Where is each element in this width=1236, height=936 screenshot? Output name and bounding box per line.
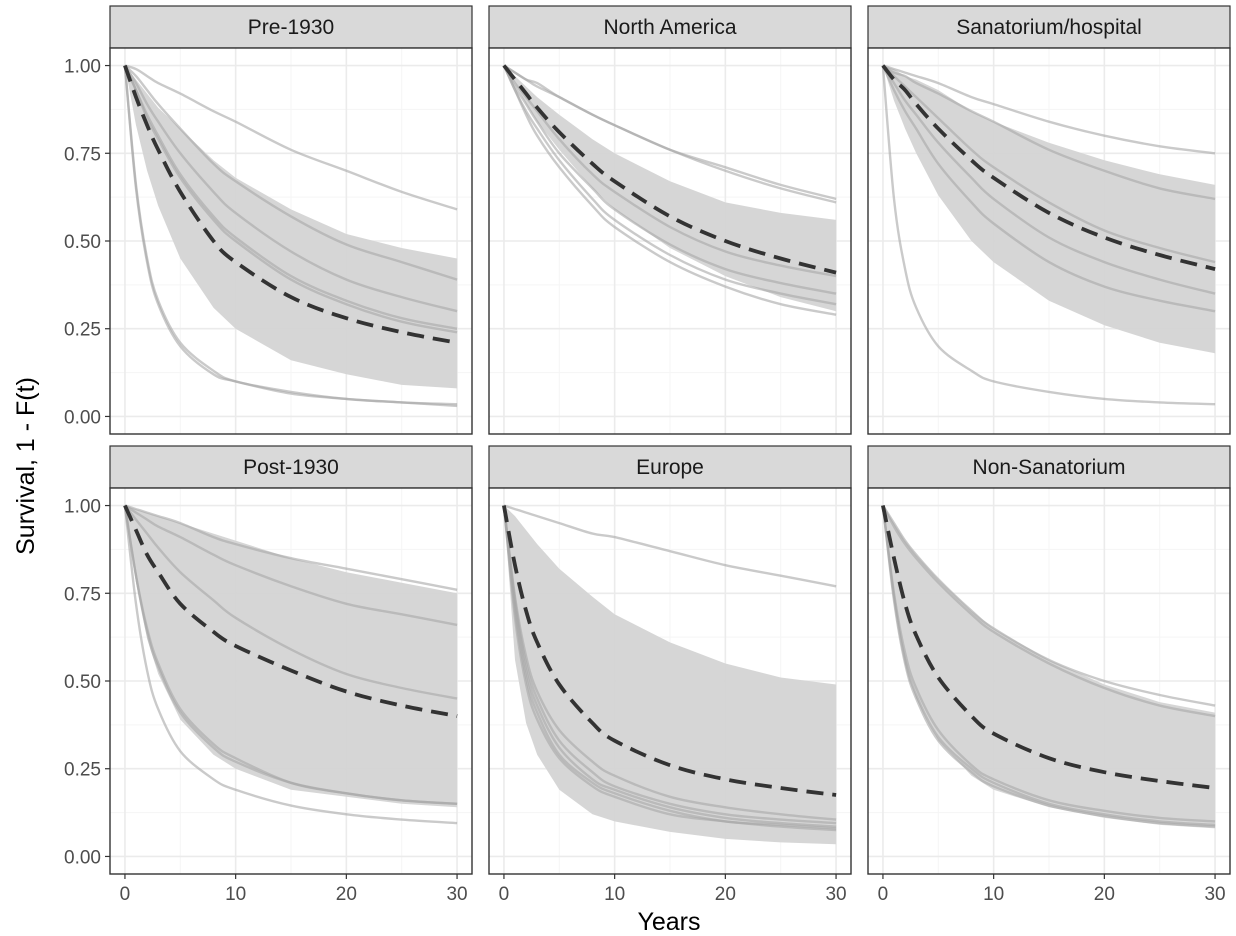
study-survival-curve <box>882 64 1216 201</box>
x-tick-label: 20 <box>1094 884 1115 905</box>
pooled-survival-curve <box>502 64 837 275</box>
confidence-ribbon <box>503 505 837 845</box>
y-tick-label: 0.25 <box>64 320 101 341</box>
x-tick-label: 20 <box>336 884 357 905</box>
y-tick-label: 1.00 <box>64 497 101 518</box>
x-tick-label: 10 <box>225 884 246 905</box>
x-tick-label: 0 <box>878 884 889 905</box>
y-tick-label: 0.25 <box>64 760 101 781</box>
x-tick-label: 10 <box>983 884 1004 905</box>
confidence-ribbon <box>124 505 458 808</box>
y-tick-label: 0.50 <box>64 232 101 253</box>
x-tick-label: 20 <box>715 884 736 905</box>
facet-strip-label: Post-1930 <box>243 456 339 479</box>
facet-panel: Sanatorium/hospital <box>867 5 1231 435</box>
panel-border <box>867 47 1231 435</box>
x-tick-label: 30 <box>1204 884 1225 905</box>
facet-panel: Post-1930 0.00 0.25 0.50 0.75 1.00 0 10 20 30 <box>64 445 473 905</box>
pooled-survival-curve <box>881 64 1216 271</box>
facet-strip <box>867 5 1231 49</box>
study-survival-curve <box>124 504 458 591</box>
y-tick-label: 0.75 <box>64 584 101 605</box>
facet-strip <box>488 445 852 489</box>
facet-strip-label: Europe <box>636 456 704 479</box>
study-survival-curve <box>502 505 837 832</box>
facet-strip <box>109 445 473 489</box>
plot-area <box>110 488 472 874</box>
x-tick-label: 0 <box>499 884 510 905</box>
facet-panel: Europe 0 10 20 30 <box>488 445 852 905</box>
study-survival-curve <box>881 504 1216 707</box>
study-survival-curve <box>881 65 1216 406</box>
pooled-survival-curve <box>881 505 1216 790</box>
x-tick-label: 30 <box>446 884 467 905</box>
study-survival-curve <box>123 505 458 825</box>
facet-panel: Pre-1930 0.00 0.25 0.50 0.75 1.00 <box>64 5 473 435</box>
study-survival-curve <box>123 64 458 334</box>
x-tick-label: 30 <box>825 884 846 905</box>
plot-area <box>489 48 851 434</box>
study-survival-curve <box>503 504 837 588</box>
plot-area <box>110 48 472 434</box>
plot-area <box>868 488 1230 874</box>
facet-panels: Pre-1930 0.00 0.25 0.50 0.75 1.00 North Americ… <box>64 5 1231 905</box>
facet-strip-label: North America <box>603 16 736 39</box>
plot-area <box>489 488 851 874</box>
plot-area <box>868 48 1230 434</box>
study-survival-curve <box>881 505 1216 828</box>
confidence-ribbon <box>882 65 1216 354</box>
y-tick-label: 0.00 <box>64 847 101 868</box>
panel-border <box>488 487 852 875</box>
study-survival-curve <box>881 64 1216 295</box>
facet-panel: North America <box>488 5 852 435</box>
y-tick-label: 1.00 <box>64 57 101 78</box>
facet-strip <box>488 5 852 49</box>
study-survival-curve <box>124 64 458 211</box>
panel-border <box>867 487 1231 875</box>
study-survival-curve <box>881 64 1216 313</box>
study-survival-curve <box>882 64 1216 155</box>
study-survival-curve <box>124 64 458 281</box>
y-tick-label: 0.50 <box>64 672 101 693</box>
study-survival-curve <box>123 65 458 406</box>
x-axis-title: Years <box>637 908 700 936</box>
facet-strip <box>867 445 1231 489</box>
facet-strip-label: Pre-1930 <box>248 16 334 39</box>
pooled-survival-curve <box>123 64 458 345</box>
x-tick-label: 10 <box>604 884 625 905</box>
confidence-ribbon <box>882 505 1216 829</box>
facet-strip-label: Non-Sanatorium <box>973 456 1126 479</box>
study-survival-curve <box>123 505 458 805</box>
y-axis-title: Survival, 1 - F(t) <box>12 377 40 555</box>
facet-panel: Non-Sanatorium 0 10 20 30 <box>867 445 1231 905</box>
study-survival-curve <box>124 504 458 627</box>
study-survival-curve <box>502 505 837 821</box>
y-tick-label: 0.75 <box>64 144 101 165</box>
confidence-ribbon <box>124 65 458 389</box>
facet-strip <box>109 5 473 49</box>
y-tick-label: 0.00 <box>64 407 101 428</box>
study-survival-curve <box>123 64 458 313</box>
study-survival-curve <box>503 64 837 201</box>
study-survival-curve <box>881 504 1216 718</box>
study-survival-curve <box>502 64 837 278</box>
study-survival-curve <box>502 64 837 295</box>
x-tick-label: 0 <box>120 884 131 905</box>
pooled-survival-curve <box>123 504 458 718</box>
study-survival-curve <box>882 64 1216 264</box>
study-survival-curve <box>123 504 458 700</box>
panel-border <box>488 47 852 435</box>
facet-strip-label: Sanatorium/hospital <box>956 16 1142 39</box>
pooled-survival-curve <box>502 505 837 797</box>
study-survival-curve <box>502 64 837 316</box>
